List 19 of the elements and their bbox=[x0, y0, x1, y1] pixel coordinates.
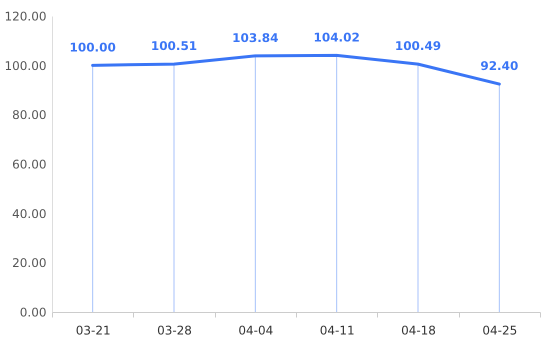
x-tick-label: 03-28 bbox=[157, 324, 192, 338]
text: 103.84 bbox=[232, 30, 278, 45]
y-tick-label: 60.00 bbox=[12, 158, 46, 172]
y-tick-label: 80.00 bbox=[12, 108, 46, 122]
x-tick-label: 04-04 bbox=[238, 324, 274, 338]
y-tick-label: 100.00 bbox=[4, 58, 46, 73]
x-tick-label: 03-21 bbox=[76, 324, 111, 338]
x-tick-label: 04-25 bbox=[482, 324, 518, 338]
text: 92.40 bbox=[480, 59, 518, 74]
y-tick-label: 0.00 bbox=[20, 306, 46, 320]
text: 100.51 bbox=[150, 39, 198, 54]
text: 100.49 bbox=[394, 39, 442, 54]
text: 104.02 bbox=[314, 30, 360, 44]
y-tick-label: 40.00 bbox=[12, 206, 46, 221]
y-tick-label: 20.00 bbox=[12, 256, 46, 270]
x-tick-label: 04-18 bbox=[401, 324, 436, 338]
x-tick-label: 04-11 bbox=[320, 324, 355, 338]
text: 100.00 bbox=[70, 40, 116, 54]
y-tick-label: 120.00 bbox=[4, 10, 46, 24]
